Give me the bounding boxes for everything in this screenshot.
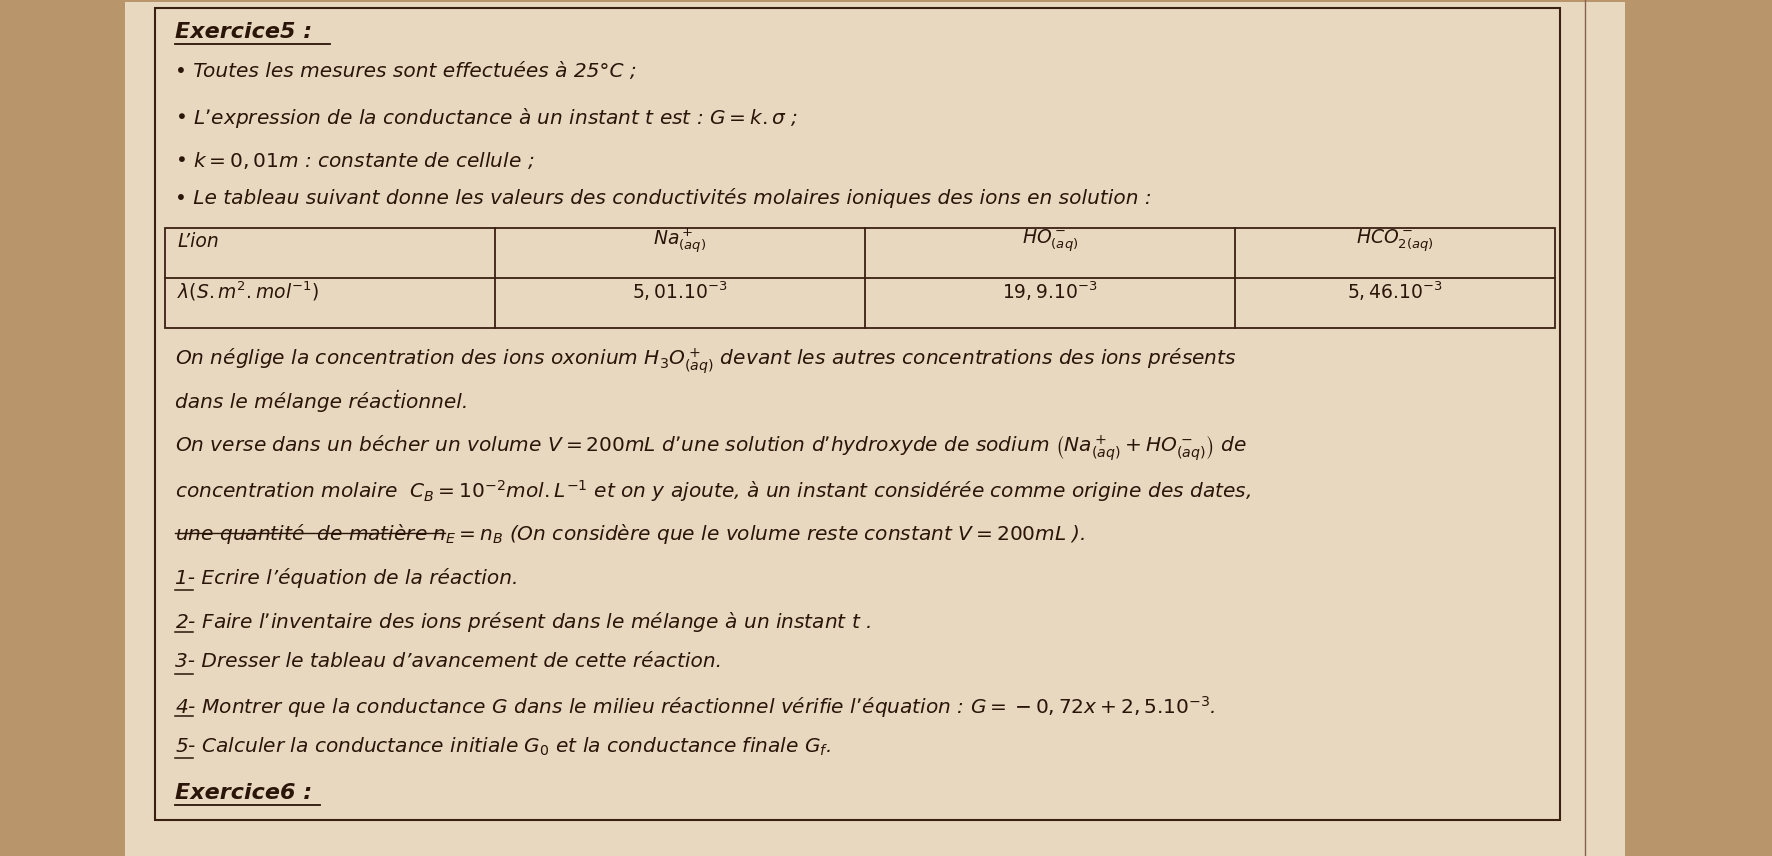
- Text: L’ion: L’ion: [177, 231, 218, 251]
- Text: concentration molaire  $C_B = 10^{-2}mol.L^{-1}$ et on y ajoute, à un instant co: concentration molaire $C_B = 10^{-2}mol.…: [175, 478, 1251, 504]
- Text: On néglige la concentration des ions oxonium $H_3O^+_{(aq)}$ devant les autres c: On néglige la concentration des ions oxo…: [175, 346, 1237, 376]
- Text: • Le tableau suivant donne les valeurs des conductivités molaires ioniques des i: • Le tableau suivant donne les valeurs d…: [175, 188, 1152, 208]
- Text: 5- Calculer la conductance initiale $G_0$ et la conductance finale $G_f$.: 5- Calculer la conductance initiale $G_0…: [175, 736, 831, 758]
- Text: $\lambda(S.m^2.mol^{-1})$: $\lambda(S.m^2.mol^{-1})$: [177, 279, 319, 303]
- Text: • $k = 0,01m$ : constante de cellule ;: • $k = 0,01m$ : constante de cellule ;: [175, 150, 535, 171]
- Text: une quantité  de matière $n_E = n_B$ (On considère que le volume reste constant : une quantité de matière $n_E = n_B$ (On …: [175, 522, 1086, 546]
- Text: 1- Ecrire l’équation de la réaction.: 1- Ecrire l’équation de la réaction.: [175, 568, 519, 588]
- FancyBboxPatch shape: [126, 2, 1625, 856]
- Text: • L’expression de la conductance à un instant $t$ est : $G = k.\sigma$ ;: • L’expression de la conductance à un in…: [175, 106, 797, 130]
- FancyBboxPatch shape: [165, 228, 1556, 328]
- Text: $5,46.10^{-3}$: $5,46.10^{-3}$: [1347, 279, 1442, 303]
- Text: $HO^-_{(aq)}$: $HO^-_{(aq)}$: [1022, 228, 1077, 254]
- Text: Exercice5 :: Exercice5 :: [175, 22, 312, 42]
- Text: $5,01.10^{-3}$: $5,01.10^{-3}$: [633, 279, 728, 303]
- Text: 4- Montrer que la conductance G dans le milieu réactionnel vérifie l’équation : : 4- Montrer que la conductance G dans le …: [175, 694, 1216, 720]
- Text: $HCO^-_{2(aq)}$: $HCO^-_{2(aq)}$: [1356, 228, 1434, 254]
- FancyBboxPatch shape: [154, 8, 1559, 820]
- Text: $Na^+_{(aq)}$: $Na^+_{(aq)}$: [654, 227, 707, 255]
- Text: dans le mélange réacṫionnel.: dans le mélange réacṫionnel.: [175, 390, 468, 412]
- Text: $19,9.10^{-3}$: $19,9.10^{-3}$: [1003, 279, 1099, 303]
- Text: • Toutes les mesures sont effectuées à 25°C ;: • Toutes les mesures sont effectuées à 2…: [175, 62, 636, 81]
- Text: Exercice6 :: Exercice6 :: [175, 783, 312, 803]
- Text: 2- Faire l’inventaire des ions présent dans le mélange à un instant $t$ .: 2- Faire l’inventaire des ions présent d…: [175, 610, 872, 634]
- Text: On verse dans un bécher un volume $V = 200mL$ d’une solution d’hydroxyde de sodi: On verse dans un bécher un volume $V = 2…: [175, 434, 1247, 463]
- Text: 3- Dresser le tableau d’avancement de cette réaction.: 3- Dresser le tableau d’avancement de ce…: [175, 652, 721, 671]
